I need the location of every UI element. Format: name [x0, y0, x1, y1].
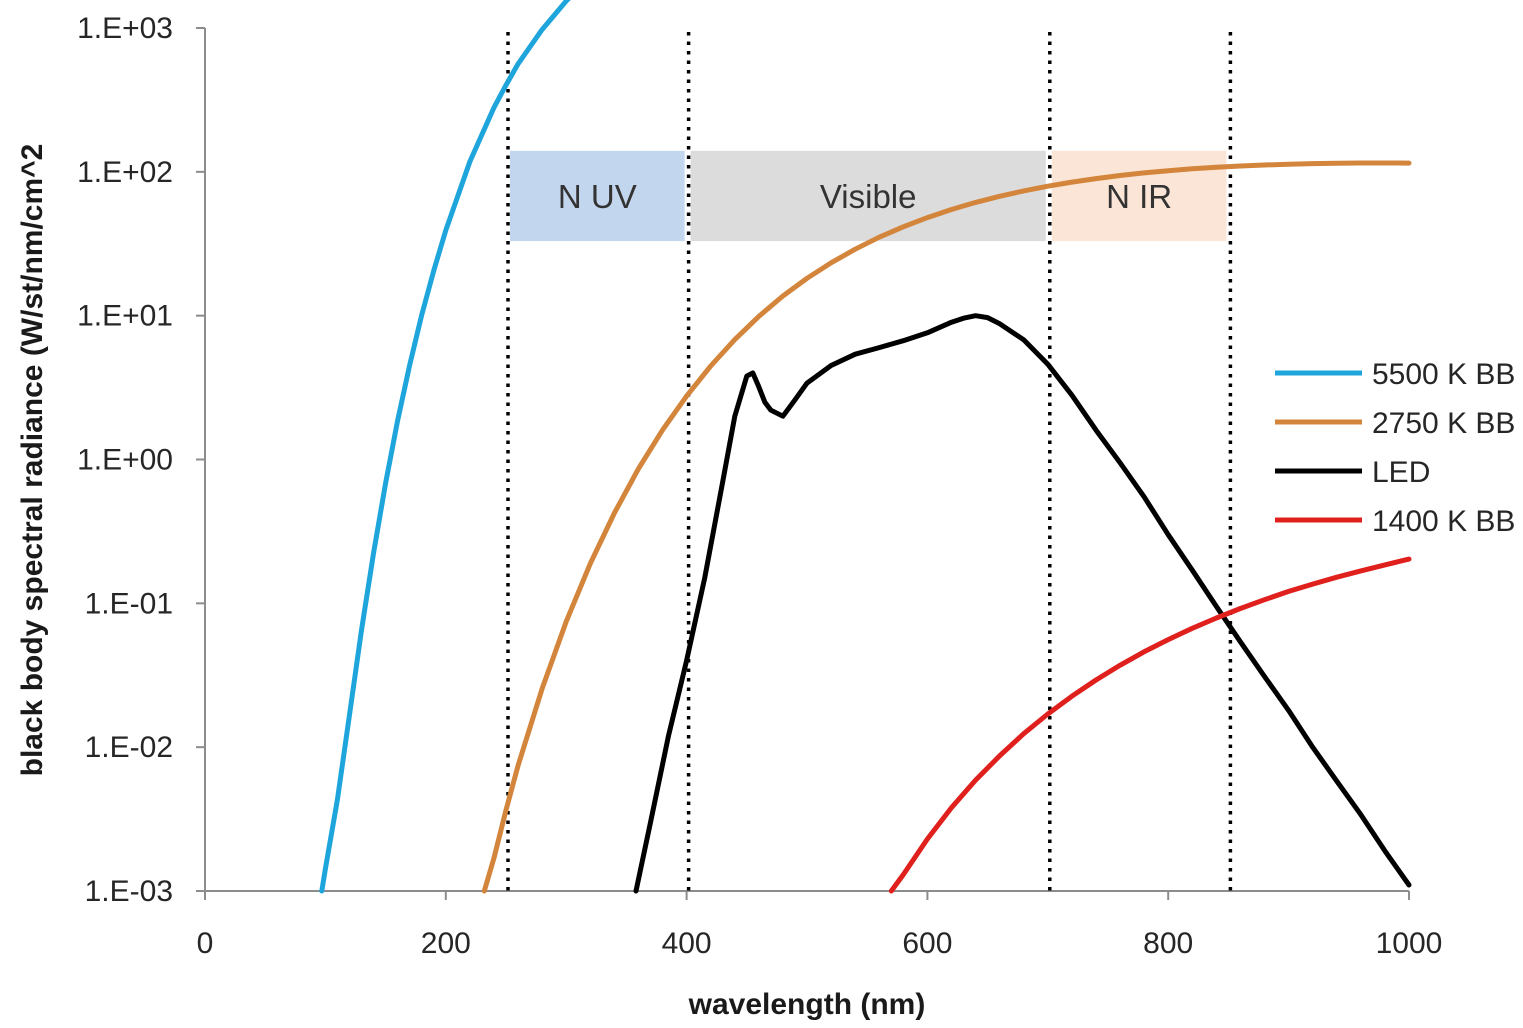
series-line-5500-k-bb	[319, 0, 571, 894]
series-line-1400-k-bb	[888, 556, 1412, 894]
band-label-n-ir: N IR	[1106, 178, 1172, 215]
y-tick-label: 1.E-01	[85, 587, 173, 620]
series-line-2750-k-bb	[481, 160, 1412, 894]
axis-ticks: 1.E-03 1.E-02 1.E-01 1.E+00 1.E+01 1.E+02 1.E+…	[77, 12, 1442, 960]
x-tick-label: 800	[1143, 927, 1193, 960]
band-rect-n-uv	[510, 150, 685, 242]
legend-label-5500-k-bb: 5500 K BB	[1372, 358, 1515, 391]
legend-label-1400-k-bb: 1400 K BB	[1372, 505, 1515, 538]
y-tick-label: 1.E+02	[77, 156, 173, 189]
y-tick-label: 1.E+00	[77, 444, 173, 477]
x-tick-label: 1000	[1376, 927, 1443, 960]
series-lines	[319, 0, 1412, 894]
band-rect-visible	[690, 150, 1046, 242]
y-tick-label: 1.E+01	[77, 300, 173, 333]
x-tick-label: 400	[662, 927, 712, 960]
y-tick-label: 1.E-02	[85, 731, 173, 764]
band-label-visible: Visible	[820, 178, 917, 215]
legend-label-led: LED	[1372, 456, 1430, 489]
legend: 5500 K BB 2750 K BB LED 1400 K BB	[1275, 358, 1515, 538]
y-axis-title: black body spectral radiance (W/st/nm/cm…	[16, 144, 49, 777]
spectral-bands: N UV Visible N IR	[510, 150, 1227, 242]
x-tick-label: 200	[421, 927, 471, 960]
y-tick-label: 1.E+03	[77, 12, 173, 45]
series-line-led	[633, 313, 1412, 894]
band-label-n-uv: N UV	[558, 178, 637, 215]
dotted-boundaries	[506, 32, 1233, 891]
x-axis-title: wavelength (nm)	[688, 988, 926, 1021]
x-tick-label: 600	[902, 927, 952, 960]
band-rect-n-ir	[1051, 150, 1227, 242]
x-tick-label: 0	[197, 927, 214, 960]
y-tick-label: 1.E-03	[85, 875, 173, 908]
legend-label-2750-k-bb: 2750 K BB	[1372, 407, 1515, 440]
